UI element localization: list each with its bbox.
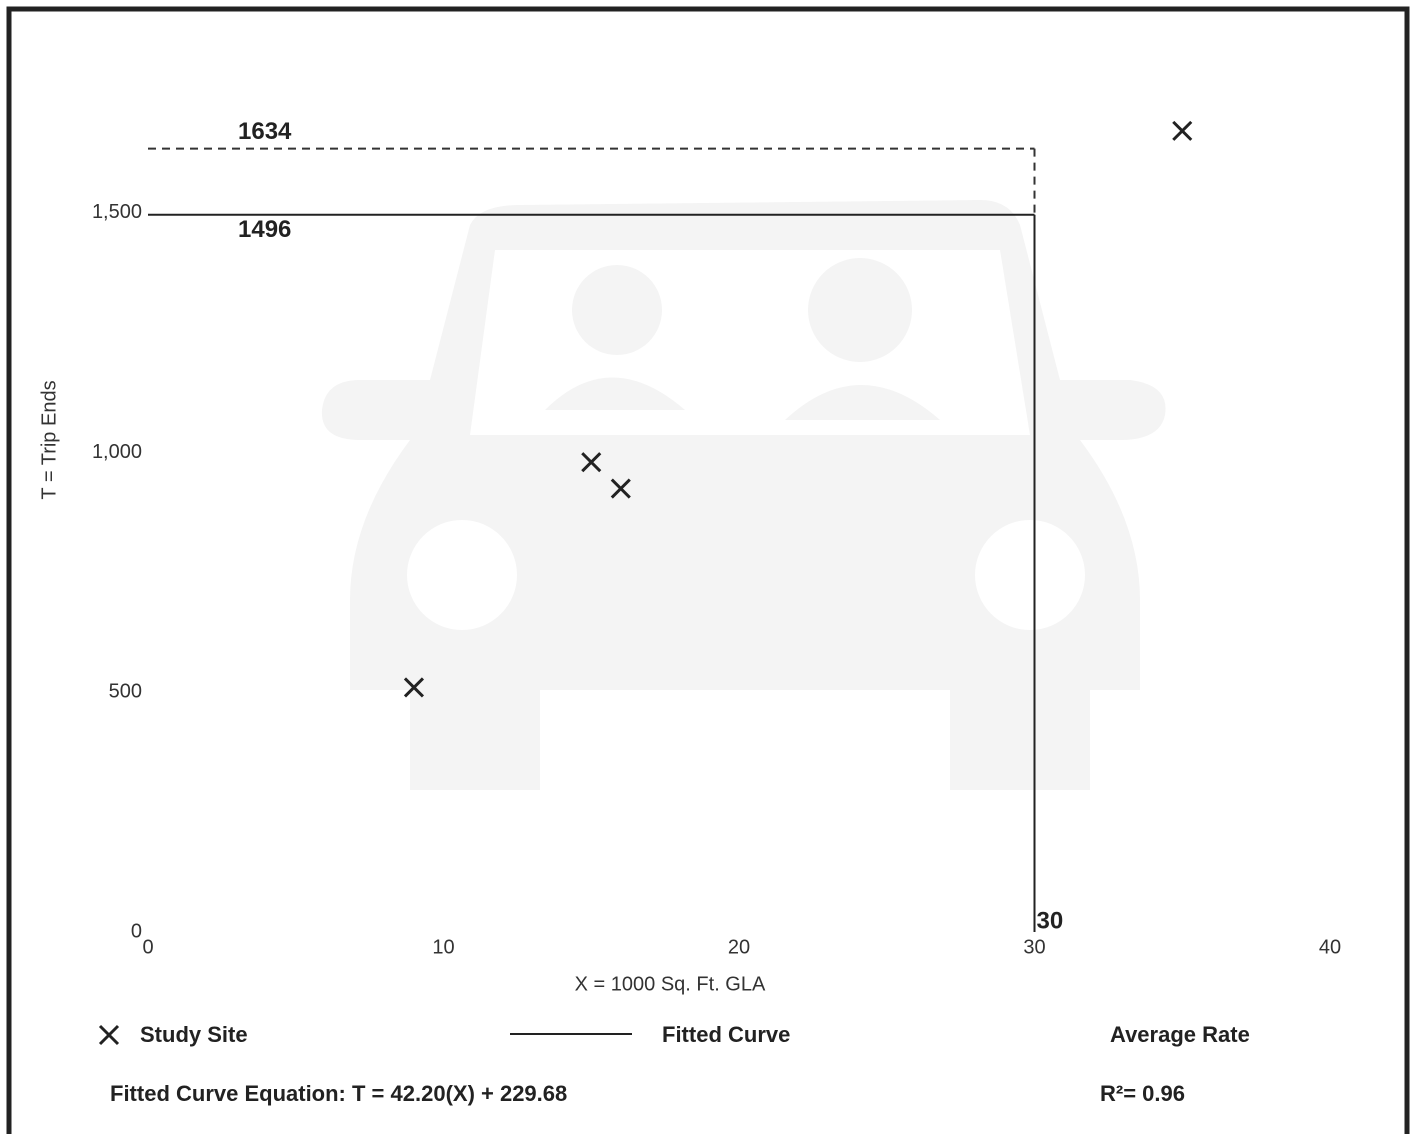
y-tick-label: 1,500 — [92, 201, 142, 223]
x-axis-label: X = 1000 Sq. Ft. GLA — [575, 973, 766, 995]
y-axis-label: T = Trip Ends — [38, 380, 60, 499]
reference-label: 30 — [1037, 907, 1064, 934]
legend-marker — [98, 1024, 120, 1046]
y-tick-label: 1,000 — [92, 441, 142, 463]
frame — [6, 6, 1410, 1139]
study-site-marker — [1172, 120, 1193, 141]
x-tick-label: 0 — [142, 936, 153, 958]
reference-label: 1634 — [238, 118, 292, 145]
y-tick-label: 0 — [131, 920, 142, 942]
watermark — [321, 200, 1166, 790]
legend-label: Study Site — [140, 1022, 248, 1047]
x-tick-label: 40 — [1319, 936, 1341, 958]
study-site-marker — [581, 452, 602, 473]
legend-label: Average Rate — [1110, 1022, 1250, 1047]
x-tick-label: 20 — [728, 936, 750, 958]
r-squared: R²= 0.96 — [1100, 1081, 1185, 1106]
equation: Fitted Curve Equation: T = 42.20(X) + 22… — [110, 1081, 567, 1106]
x-tick-label: 10 — [432, 936, 454, 958]
x-tick-label: 30 — [1023, 936, 1045, 958]
y-tick-label: 500 — [109, 681, 142, 703]
study-site-marker — [403, 677, 425, 698]
reference-label: 1496 — [238, 216, 291, 243]
legend-label: Fitted Curve — [662, 1022, 790, 1047]
study-site-marker — [610, 478, 631, 499]
